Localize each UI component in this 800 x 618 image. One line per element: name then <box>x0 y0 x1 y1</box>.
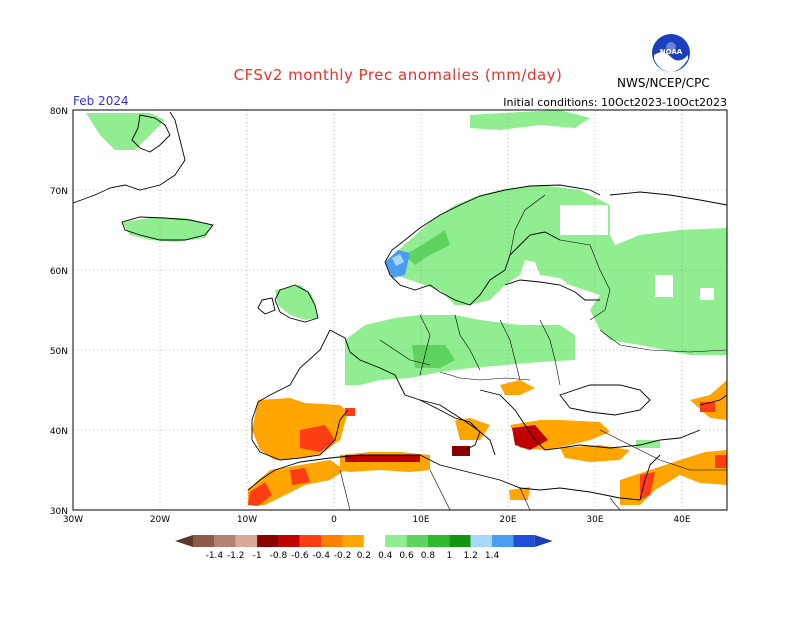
colorbar-label: -1.2 <box>227 551 245 561</box>
colorbar-swatch <box>257 535 279 547</box>
colorbar-swatch <box>449 535 471 547</box>
colorbar-label: -0.8 <box>270 551 288 561</box>
graticule <box>73 110 727 510</box>
colorbar-swatch <box>427 535 450 547</box>
colorbar-swatch <box>193 535 215 547</box>
map-area <box>72 109 728 511</box>
colorbar-swatch <box>278 535 300 547</box>
colorbar-swatch <box>321 535 343 547</box>
lon-tick-label: 30E <box>586 515 603 525</box>
lon-tick-label: 0 <box>331 515 337 525</box>
colorbar-label: 0.4 <box>378 551 393 561</box>
lat-tick-label: 60N <box>50 267 68 277</box>
colorbar-swatch <box>492 535 514 547</box>
colorbar-swatch <box>513 535 535 547</box>
lat-tick-label: 40N <box>50 427 68 437</box>
initial-conditions-label: Initial conditions: 10Oct2023-10Oct2023 <box>503 96 727 109</box>
colorbar-left-arrow <box>175 535 193 547</box>
lat-tick-label: 80N <box>50 107 68 117</box>
longitude-labels: 30W 20W 10W 0 10E 20E 30E 40E <box>63 515 691 525</box>
colorbar-swatch <box>385 535 407 547</box>
noaa-logo-text: NOAA <box>660 48 683 56</box>
no-anomaly-gaps <box>560 205 714 300</box>
valid-month-label: Feb 2024 <box>73 94 129 108</box>
colorbar-label: -0.6 <box>291 551 309 561</box>
coastlines <box>72 111 728 501</box>
lon-tick-label: 20W <box>150 515 170 525</box>
lat-tick-label: 50N <box>50 347 68 357</box>
lon-tick-label: 30W <box>63 515 83 525</box>
chart-title: CFSv2 monthly Prec anomalies (mm/day) <box>233 66 563 84</box>
colorbar-label: -1 <box>253 551 262 561</box>
latitude-labels: 80N 70N 60N 50N 40N 30N <box>50 107 68 517</box>
wet-anomaly-shading <box>86 110 727 448</box>
lon-tick-label: 40E <box>673 515 690 525</box>
colorbar-swatch <box>363 535 386 547</box>
agency-label: NWS/NCEP/CPC <box>617 76 710 90</box>
colorbar-label: 1 <box>446 551 452 561</box>
map-border <box>72 109 728 511</box>
lon-tick-label: 10W <box>237 515 257 525</box>
noaa-logo-icon: NOAA <box>652 34 690 72</box>
colorbar-swatch <box>406 535 428 547</box>
colorbar-label: 1.2 <box>464 551 478 561</box>
colorbar: -1.4 -1.2 -1 -0.8 -0.6 -0.4 -0.2 0.2 0.4 0.6 0.8 1 1… <box>175 535 553 561</box>
colorbar-label: 0.6 <box>399 551 414 561</box>
colorbar-swatch <box>214 535 236 547</box>
colorbar-swatch <box>235 535 258 547</box>
colorbar-label: 0.2 <box>357 551 371 561</box>
colorbar-swatch <box>299 535 322 547</box>
lat-tick-label: 30N <box>50 507 68 517</box>
colorbar-right-arrow <box>534 535 553 547</box>
wettest-anomaly-shading <box>385 250 410 278</box>
country-borders <box>339 194 728 511</box>
wet-anomaly-strong <box>405 230 455 368</box>
colorbar-label: 0.8 <box>421 551 436 561</box>
colorbar-swatch <box>342 535 364 547</box>
colorbar-label: -0.2 <box>334 551 352 561</box>
colorbar-label: -1.4 <box>206 551 224 561</box>
lon-tick-label: 10E <box>412 515 429 525</box>
lon-tick-label: 20E <box>499 515 516 525</box>
colorbar-label: -0.4 <box>312 551 330 561</box>
colorbar-label: 1.4 <box>485 551 500 561</box>
colorbar-swatch <box>470 535 493 547</box>
lat-tick-label: 70N <box>50 187 68 197</box>
